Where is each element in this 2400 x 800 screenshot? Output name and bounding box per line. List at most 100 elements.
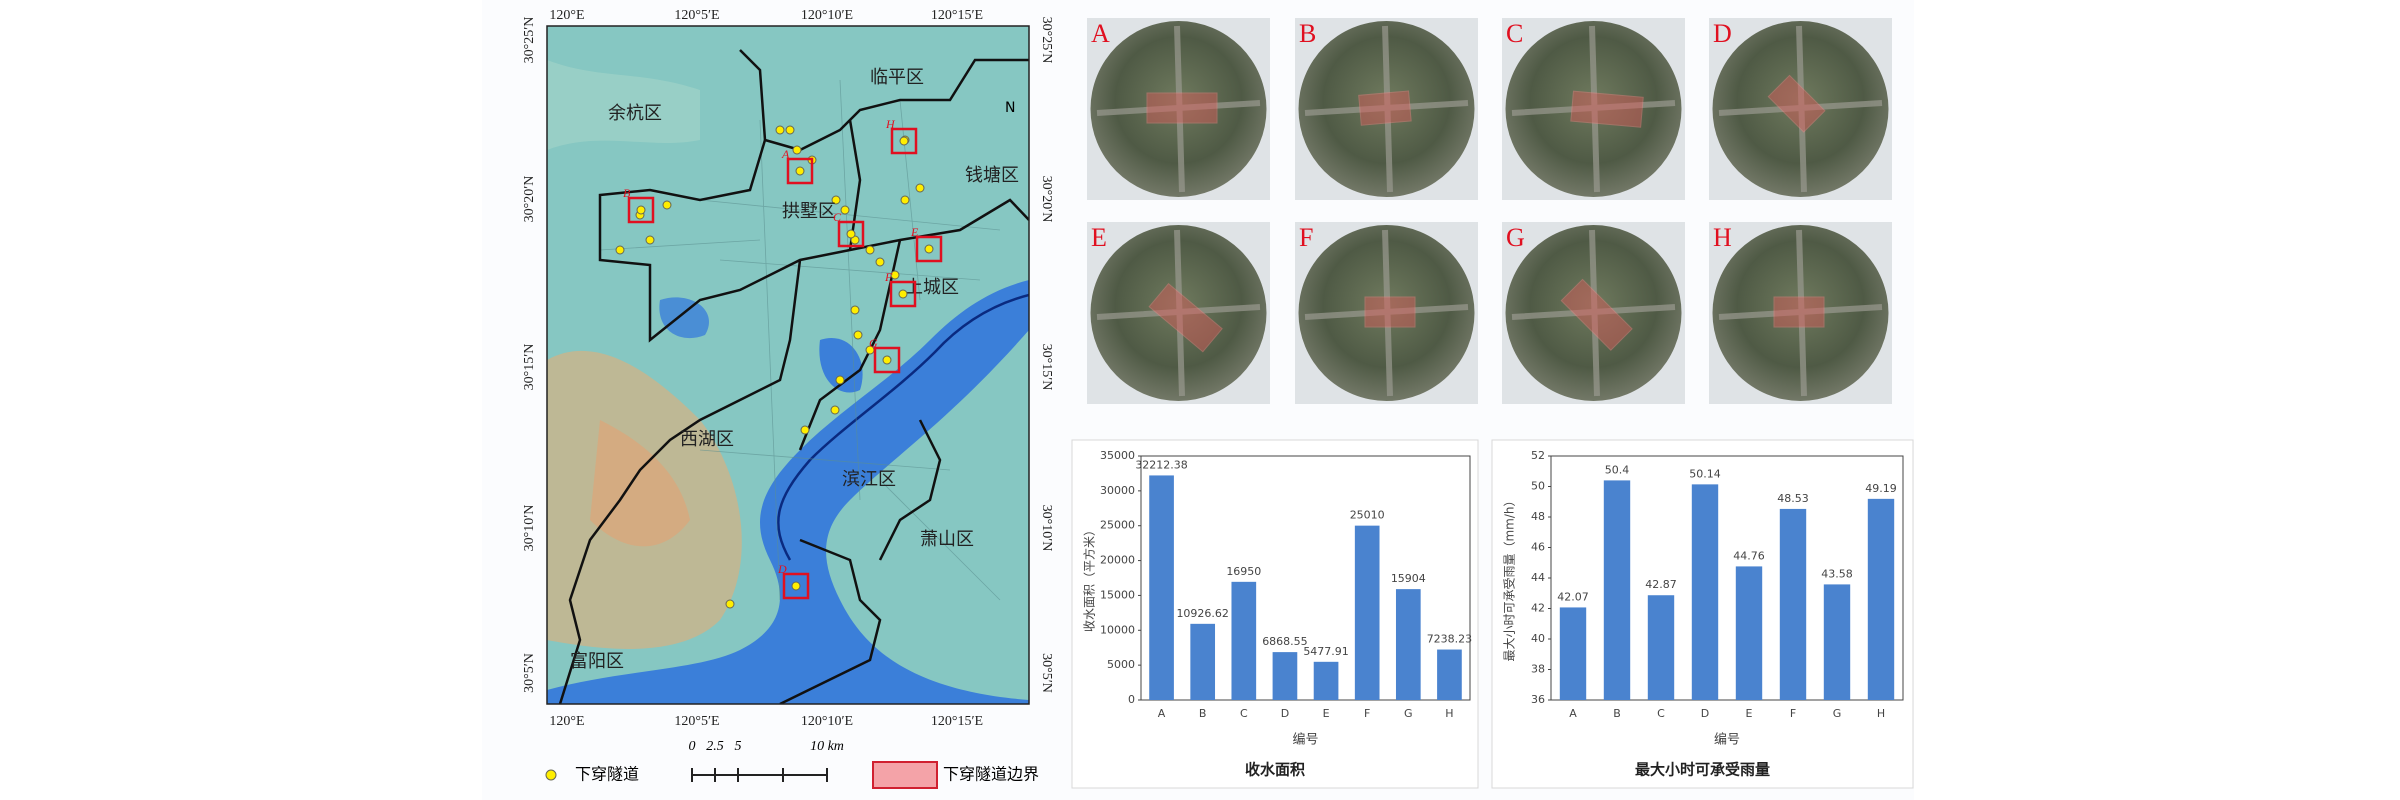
x-tick-label: D <box>1281 707 1289 720</box>
roads <box>1511 229 1676 397</box>
lat-label: 30°10′N <box>1039 505 1054 552</box>
y-tick-label: 48 <box>1531 510 1545 523</box>
charts: 0 5000 10000 15000 20000 25000 30000 35000 A 3221… <box>1071 439 1914 789</box>
value-label: 15904 <box>1391 572 1426 585</box>
y-tick-label: 50 <box>1531 480 1545 493</box>
lake <box>819 338 863 393</box>
image-label: D <box>1713 19 1732 48</box>
tunnel-boundary <box>1560 278 1633 351</box>
roads <box>1718 25 1883 193</box>
image-label: G <box>1506 223 1525 252</box>
site-point <box>795 166 805 176</box>
y-tick-label: 42 <box>1531 602 1545 615</box>
bar <box>1149 475 1174 700</box>
site-markers: A B C D E F G H <box>623 117 943 600</box>
site-box <box>786 157 814 185</box>
site-label: G <box>869 336 878 350</box>
x-tick-label: C <box>1240 707 1248 720</box>
y-tick-label: 30000 <box>1100 484 1135 497</box>
roads <box>1304 229 1469 397</box>
lon-label: 120°5′E <box>674 8 719 23</box>
chart-title: 最大小时可承受雨量 <box>1635 761 1770 779</box>
site-point <box>791 581 801 591</box>
value-label: 48.53 <box>1777 492 1809 505</box>
plain <box>547 60 700 150</box>
district-label: 余杭区 <box>608 103 662 124</box>
y-axis-label: 收水面积（平方米） <box>1082 524 1097 632</box>
y-tick-label: 15000 <box>1100 588 1135 601</box>
district-boundaries <box>558 49 1029 704</box>
value-label: 50.14 <box>1689 467 1721 480</box>
site-point <box>898 289 908 299</box>
tunnel-boundary <box>1767 74 1826 133</box>
value-label: 49.19 <box>1865 482 1897 495</box>
bar <box>1559 607 1587 700</box>
bar <box>1231 581 1257 700</box>
tunnel-boundary <box>1570 90 1644 128</box>
image-label: F <box>1299 223 1313 252</box>
roads <box>1718 229 1883 397</box>
x-tick-label: E <box>1746 707 1753 720</box>
value-label: 16950 <box>1226 565 1261 578</box>
y-axis-label: 最大小时可承受雨量（mm/h） <box>1503 494 1517 661</box>
bar <box>1691 484 1719 700</box>
site-point <box>899 136 909 146</box>
image-label: H <box>1713 223 1732 252</box>
site-point <box>924 244 934 254</box>
legend-point <box>545 769 557 781</box>
district-label: 钱塘区 <box>965 165 1019 186</box>
x-tick-label: D <box>1701 707 1709 720</box>
bar <box>1779 508 1807 700</box>
value-label: 42.87 <box>1645 578 1677 591</box>
lat-label: 30°15′N <box>522 344 537 391</box>
district-label: 上城区 <box>905 277 959 298</box>
bar <box>1395 589 1421 700</box>
bar <box>1735 566 1763 700</box>
bar <box>1313 661 1339 700</box>
site-label: C <box>833 210 842 224</box>
site-box <box>890 127 918 155</box>
lat-label: 30°5′N <box>522 653 537 693</box>
lat-label: 30°25′N <box>1039 17 1054 64</box>
site-label: B <box>623 186 631 200</box>
map-frame <box>546 25 1030 705</box>
site-label: A <box>781 147 790 161</box>
tunnel-boundary <box>1148 283 1223 353</box>
legend-label: 下穿隧道 <box>575 765 639 784</box>
district-label: 临平区 <box>870 67 924 88</box>
roads <box>1304 25 1469 193</box>
image-label: E <box>1091 223 1107 252</box>
x-tick-label: E <box>1323 707 1330 720</box>
value-label: 25010 <box>1350 509 1385 522</box>
legend-label: 下穿隧道边界 <box>943 765 1039 784</box>
satellite-images: A B C D E F G H <box>1087 18 1892 404</box>
value-label: 10926.62 <box>1176 607 1229 620</box>
image-label: B <box>1299 19 1316 48</box>
value-label: 43.58 <box>1821 567 1853 580</box>
y-tick-label: 35000 <box>1100 449 1135 462</box>
tunnel-boundary <box>1358 90 1412 126</box>
bar <box>1190 623 1216 700</box>
x-tick-label: A <box>1158 707 1166 720</box>
river-bank <box>777 293 1029 561</box>
hills <box>590 420 690 547</box>
scale-labels: 0 2.5 5 10 km <box>689 739 844 754</box>
site-label: D <box>777 562 787 576</box>
scale-label: 5 <box>735 739 742 754</box>
y-tick-label: 25000 <box>1100 519 1135 532</box>
map-coordinates: 120°E 120°E 120°5′E 120°5′E 120°10′E 120°10′E… <box>522 8 1054 729</box>
chart-title: 收水面积 <box>1245 761 1305 779</box>
image-label: C <box>1506 19 1523 48</box>
district-label: 拱墅区 <box>782 201 836 222</box>
roads <box>599 79 1001 601</box>
north-arrow: N <box>1005 100 1015 116</box>
scale-label: 10 km <box>810 739 844 754</box>
bar <box>1647 595 1675 700</box>
value-label: 7238.23 <box>1427 633 1473 646</box>
lon-label: 120°10′E <box>801 8 853 23</box>
roads <box>1511 25 1676 193</box>
site-box <box>782 572 810 600</box>
